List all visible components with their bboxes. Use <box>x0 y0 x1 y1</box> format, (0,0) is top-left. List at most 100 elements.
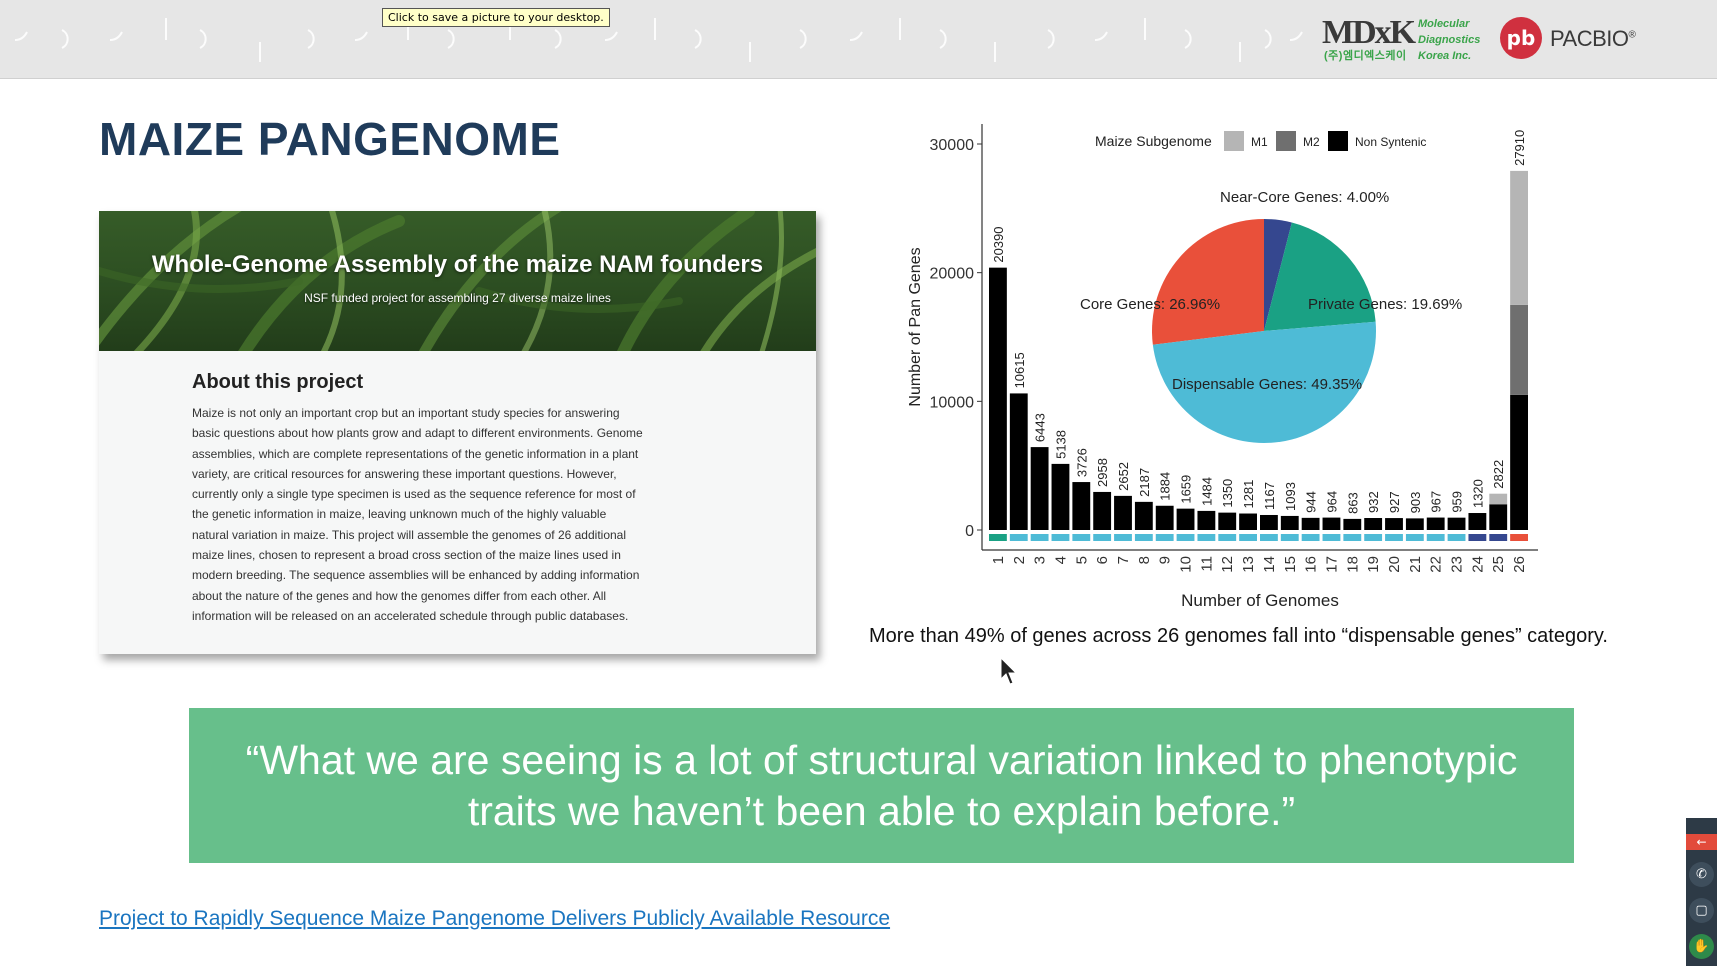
bar-13 <box>1239 513 1257 530</box>
x-tick-label: 16 <box>1303 556 1320 573</box>
bar-19 <box>1364 518 1383 530</box>
x-tick-label: 12 <box>1219 556 1236 573</box>
pacbio-logo-text: PACBIO® <box>1550 26 1636 51</box>
bar-4 <box>1051 463 1070 530</box>
x-tick-label: 3 <box>1032 556 1049 564</box>
x-tick-label: 15 <box>1282 556 1299 573</box>
bar-value-label: 10615 <box>1012 352 1027 388</box>
pie-label-near-core: Near-Core Genes: 4.00% <box>1220 189 1389 206</box>
category-strip-6 <box>1093 534 1112 541</box>
category-strip-3 <box>1030 534 1049 541</box>
bar-value-label: 2652 <box>1116 462 1131 491</box>
legend-swatch-2 <box>1328 131 1348 151</box>
quote-box: “What we are seeing is a lot of structur… <box>189 708 1574 863</box>
bar-14 <box>1260 514 1278 530</box>
bar-value-label: 1884 <box>1158 472 1173 501</box>
bar-value-label: 5138 <box>1053 430 1068 459</box>
x-tick-label: 24 <box>1469 556 1486 573</box>
category-strip-25 <box>1489 534 1508 541</box>
category-strip-18 <box>1343 534 1362 541</box>
pie-slice-0 <box>1152 219 1264 345</box>
x-tick-label: 17 <box>1323 556 1340 573</box>
category-strip-22 <box>1426 534 1445 541</box>
pie-slice-2 <box>1264 222 1376 331</box>
x-tick-label: 9 <box>1157 556 1174 564</box>
bar-value-label: 6443 <box>1033 413 1048 442</box>
phone-icon[interactable]: ✆ <box>1689 862 1714 887</box>
corn-leaves-background <box>99 211 816 351</box>
x-tick-label: 6 <box>1094 556 1111 564</box>
arrow-left-icon[interactable]: ← <box>1686 834 1717 850</box>
x-tick-label: 2 <box>1011 556 1028 564</box>
x-tick-label: 22 <box>1428 556 1445 573</box>
bar-1 <box>989 267 1007 530</box>
x-tick-label: 26 <box>1511 556 1528 573</box>
pie-slice-3 <box>1152 321 1376 443</box>
x-tick-label: 20 <box>1386 556 1403 573</box>
legend-swatch-0 <box>1224 131 1244 151</box>
mdxk-logo-mark: MDxK <box>1322 14 1416 51</box>
category-strip-8 <box>1134 534 1153 541</box>
bar-8 <box>1134 501 1153 530</box>
bar-26-nonsyntenic <box>1510 394 1528 530</box>
bar-23 <box>1447 517 1466 530</box>
bar-value-label: 964 <box>1324 491 1339 513</box>
bar-18 <box>1343 518 1362 530</box>
category-strip-17 <box>1322 534 1341 541</box>
mdxk-logo: MDxK Molecular Diagnostics Korea Inc. (주… <box>1322 14 1480 64</box>
hand-icon[interactable]: ✋ <box>1689 934 1714 959</box>
pie-label-core: Core Genes: 26.96% <box>1080 296 1220 313</box>
bar-value-label: 27910 <box>1512 130 1527 166</box>
category-strip-1 <box>989 534 1007 541</box>
y-tick-label: 20000 <box>930 266 975 283</box>
bar-value-label: 944 <box>1304 491 1319 513</box>
x-tick-label: 21 <box>1407 556 1424 573</box>
bar-16 <box>1301 517 1320 530</box>
x-tick-label: 8 <box>1136 556 1153 564</box>
x-tick-label: 18 <box>1344 556 1361 573</box>
bar-value-label: 927 <box>1387 491 1402 513</box>
hero-banner: Whole-Genome Assembly of the maize NAM f… <box>99 211 816 351</box>
x-tick-label: 10 <box>1178 556 1195 573</box>
legend-title: Maize Subgenome <box>1095 133 1212 149</box>
y-axis-label: Number of Pan Genes <box>907 247 924 406</box>
bar-25-m1 <box>1489 493 1508 505</box>
presenter-toolbar: ← ✆ ▢ ✋ <box>1686 818 1717 966</box>
category-strip-13 <box>1239 534 1257 541</box>
x-tick-label: 11 <box>1198 556 1215 572</box>
legend-label-1: M2 <box>1303 135 1320 149</box>
category-strip-9 <box>1155 534 1174 541</box>
x-tick-label: 23 <box>1449 556 1466 573</box>
category-strip-16 <box>1301 534 1320 541</box>
bar-value-label: 967 <box>1429 491 1444 513</box>
pie-label-dispensable: Dispensable Genes: 49.35% <box>1172 376 1362 393</box>
bar-22 <box>1426 517 1445 530</box>
pie-slice-1 <box>1264 219 1292 331</box>
bar-26-m2 <box>1510 304 1528 395</box>
x-tick-label: 14 <box>1261 556 1278 573</box>
bar-2 <box>1009 393 1028 530</box>
window-icon[interactable]: ▢ <box>1689 898 1714 923</box>
x-tick-label: 19 <box>1365 556 1382 573</box>
x-tick-label: 13 <box>1240 556 1257 573</box>
mdxk-logo-korean: (주)엠디엑스케이 <box>1324 50 1407 62</box>
hero-subtitle: NSF funded project for assembling 27 div… <box>304 291 611 305</box>
category-strip-11 <box>1197 534 1216 541</box>
category-strip-14 <box>1260 534 1278 541</box>
bar-value-label: 903 <box>1408 492 1423 514</box>
category-strip-20 <box>1385 534 1403 541</box>
pacbio-logo: pb PACBIO® <box>1500 17 1650 61</box>
x-tick-label: 25 <box>1490 556 1507 573</box>
slide-title: MAIZE PANGENOME <box>99 113 561 165</box>
hero-title: Whole-Genome Assembly of the maize NAM f… <box>151 251 764 278</box>
bar-value-label: 1350 <box>1220 479 1235 508</box>
article-link[interactable]: Project to Rapidly Sequence Maize Pangen… <box>99 907 891 930</box>
bar-value-label: 3726 <box>1074 448 1089 477</box>
bar-value-label: 1281 <box>1241 480 1256 509</box>
bar-24 <box>1468 513 1487 530</box>
bar-26-m1 <box>1510 170 1528 305</box>
bar-value-label: 2822 <box>1491 460 1506 489</box>
bar-7 <box>1114 495 1132 530</box>
bar-value-label: 1167 <box>1262 482 1277 510</box>
legend-label-0: M1 <box>1251 135 1268 149</box>
